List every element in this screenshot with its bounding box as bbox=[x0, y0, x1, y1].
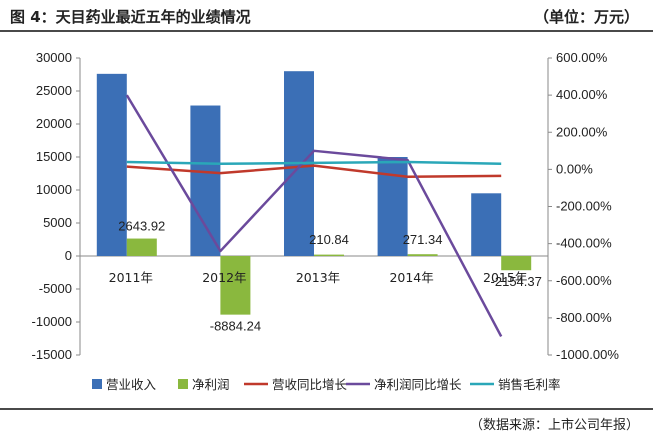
left-tick-label: 0 bbox=[65, 248, 72, 263]
left-tick-label: 15000 bbox=[36, 149, 72, 164]
right-tick-label: -400.00% bbox=[556, 236, 612, 251]
revenue-bar bbox=[471, 193, 502, 256]
left-tick-label: -15000 bbox=[32, 347, 72, 362]
right-tick-label: -200.00% bbox=[556, 199, 612, 214]
revenue-bar bbox=[96, 73, 127, 256]
net-profit-bar bbox=[126, 238, 157, 256]
category-label: 2014年 bbox=[389, 270, 433, 285]
right-tick-label: 200.00% bbox=[556, 124, 608, 139]
left-tick-label: -5000 bbox=[39, 281, 72, 296]
figure-title: 图 4：天目药业最近五年的业绩情况 bbox=[10, 8, 251, 26]
net-profit-data-label: -2154.37 bbox=[491, 274, 542, 289]
right-tick-label: 600.00% bbox=[556, 50, 608, 65]
category-label: 2013年 bbox=[296, 270, 340, 285]
legend-gross-margin-label: 销售毛利率 bbox=[498, 377, 561, 392]
net-profit-data-label: 271.34 bbox=[403, 232, 443, 247]
net-profit-bar bbox=[314, 254, 344, 256]
bottom-divider bbox=[0, 408, 653, 410]
left-tick-label: -10000 bbox=[32, 314, 72, 329]
left-tick-label: 30000 bbox=[36, 50, 72, 65]
left-tick-label: 10000 bbox=[36, 182, 72, 197]
category-label: 2012年 bbox=[202, 270, 246, 285]
right-tick-label: 0.00% bbox=[556, 161, 593, 176]
left-tick-label: 5000 bbox=[43, 215, 72, 230]
net-profit-bar bbox=[220, 256, 251, 315]
legend-net-profit-swatch bbox=[178, 379, 188, 389]
net-profit-data-label: 2643.92 bbox=[118, 219, 165, 234]
gross-margin-line bbox=[126, 160, 502, 166]
legend-revenue-growth-label: 营收同比增长 bbox=[272, 377, 348, 392]
net-profit-data-label: 210.84 bbox=[309, 232, 349, 247]
legend-revenue-swatch bbox=[92, 379, 102, 389]
right-tick-label: 400.00% bbox=[556, 87, 608, 102]
net-profit-bar bbox=[501, 256, 532, 271]
right-tick-label: -800.00% bbox=[556, 310, 612, 325]
top-divider bbox=[0, 30, 653, 32]
net-profit-bar bbox=[407, 254, 438, 256]
left-tick-label: 20000 bbox=[36, 116, 72, 131]
category-label: 2015年 bbox=[483, 270, 527, 285]
legend-net-profit-growth-label: 净利润同比增长 bbox=[374, 377, 462, 392]
revenue-bar bbox=[190, 105, 221, 257]
right-tick-label: -1000.00% bbox=[556, 347, 619, 362]
right-tick-label: -600.00% bbox=[556, 273, 612, 288]
revenue-growth-line bbox=[126, 164, 502, 179]
category-label: 2011年 bbox=[109, 270, 153, 285]
data-source: （数据来源：上市公司年报） bbox=[469, 418, 639, 433]
legend-revenue-label: 营业收入 bbox=[106, 377, 157, 392]
legend-net-profit-label: 净利润 bbox=[192, 377, 230, 392]
net-profit-growth-line bbox=[125, 94, 503, 338]
unit-label: （单位：万元） bbox=[533, 8, 639, 26]
left-tick-label: 25000 bbox=[36, 83, 72, 98]
net-profit-data-label: -8884.24 bbox=[210, 319, 261, 334]
